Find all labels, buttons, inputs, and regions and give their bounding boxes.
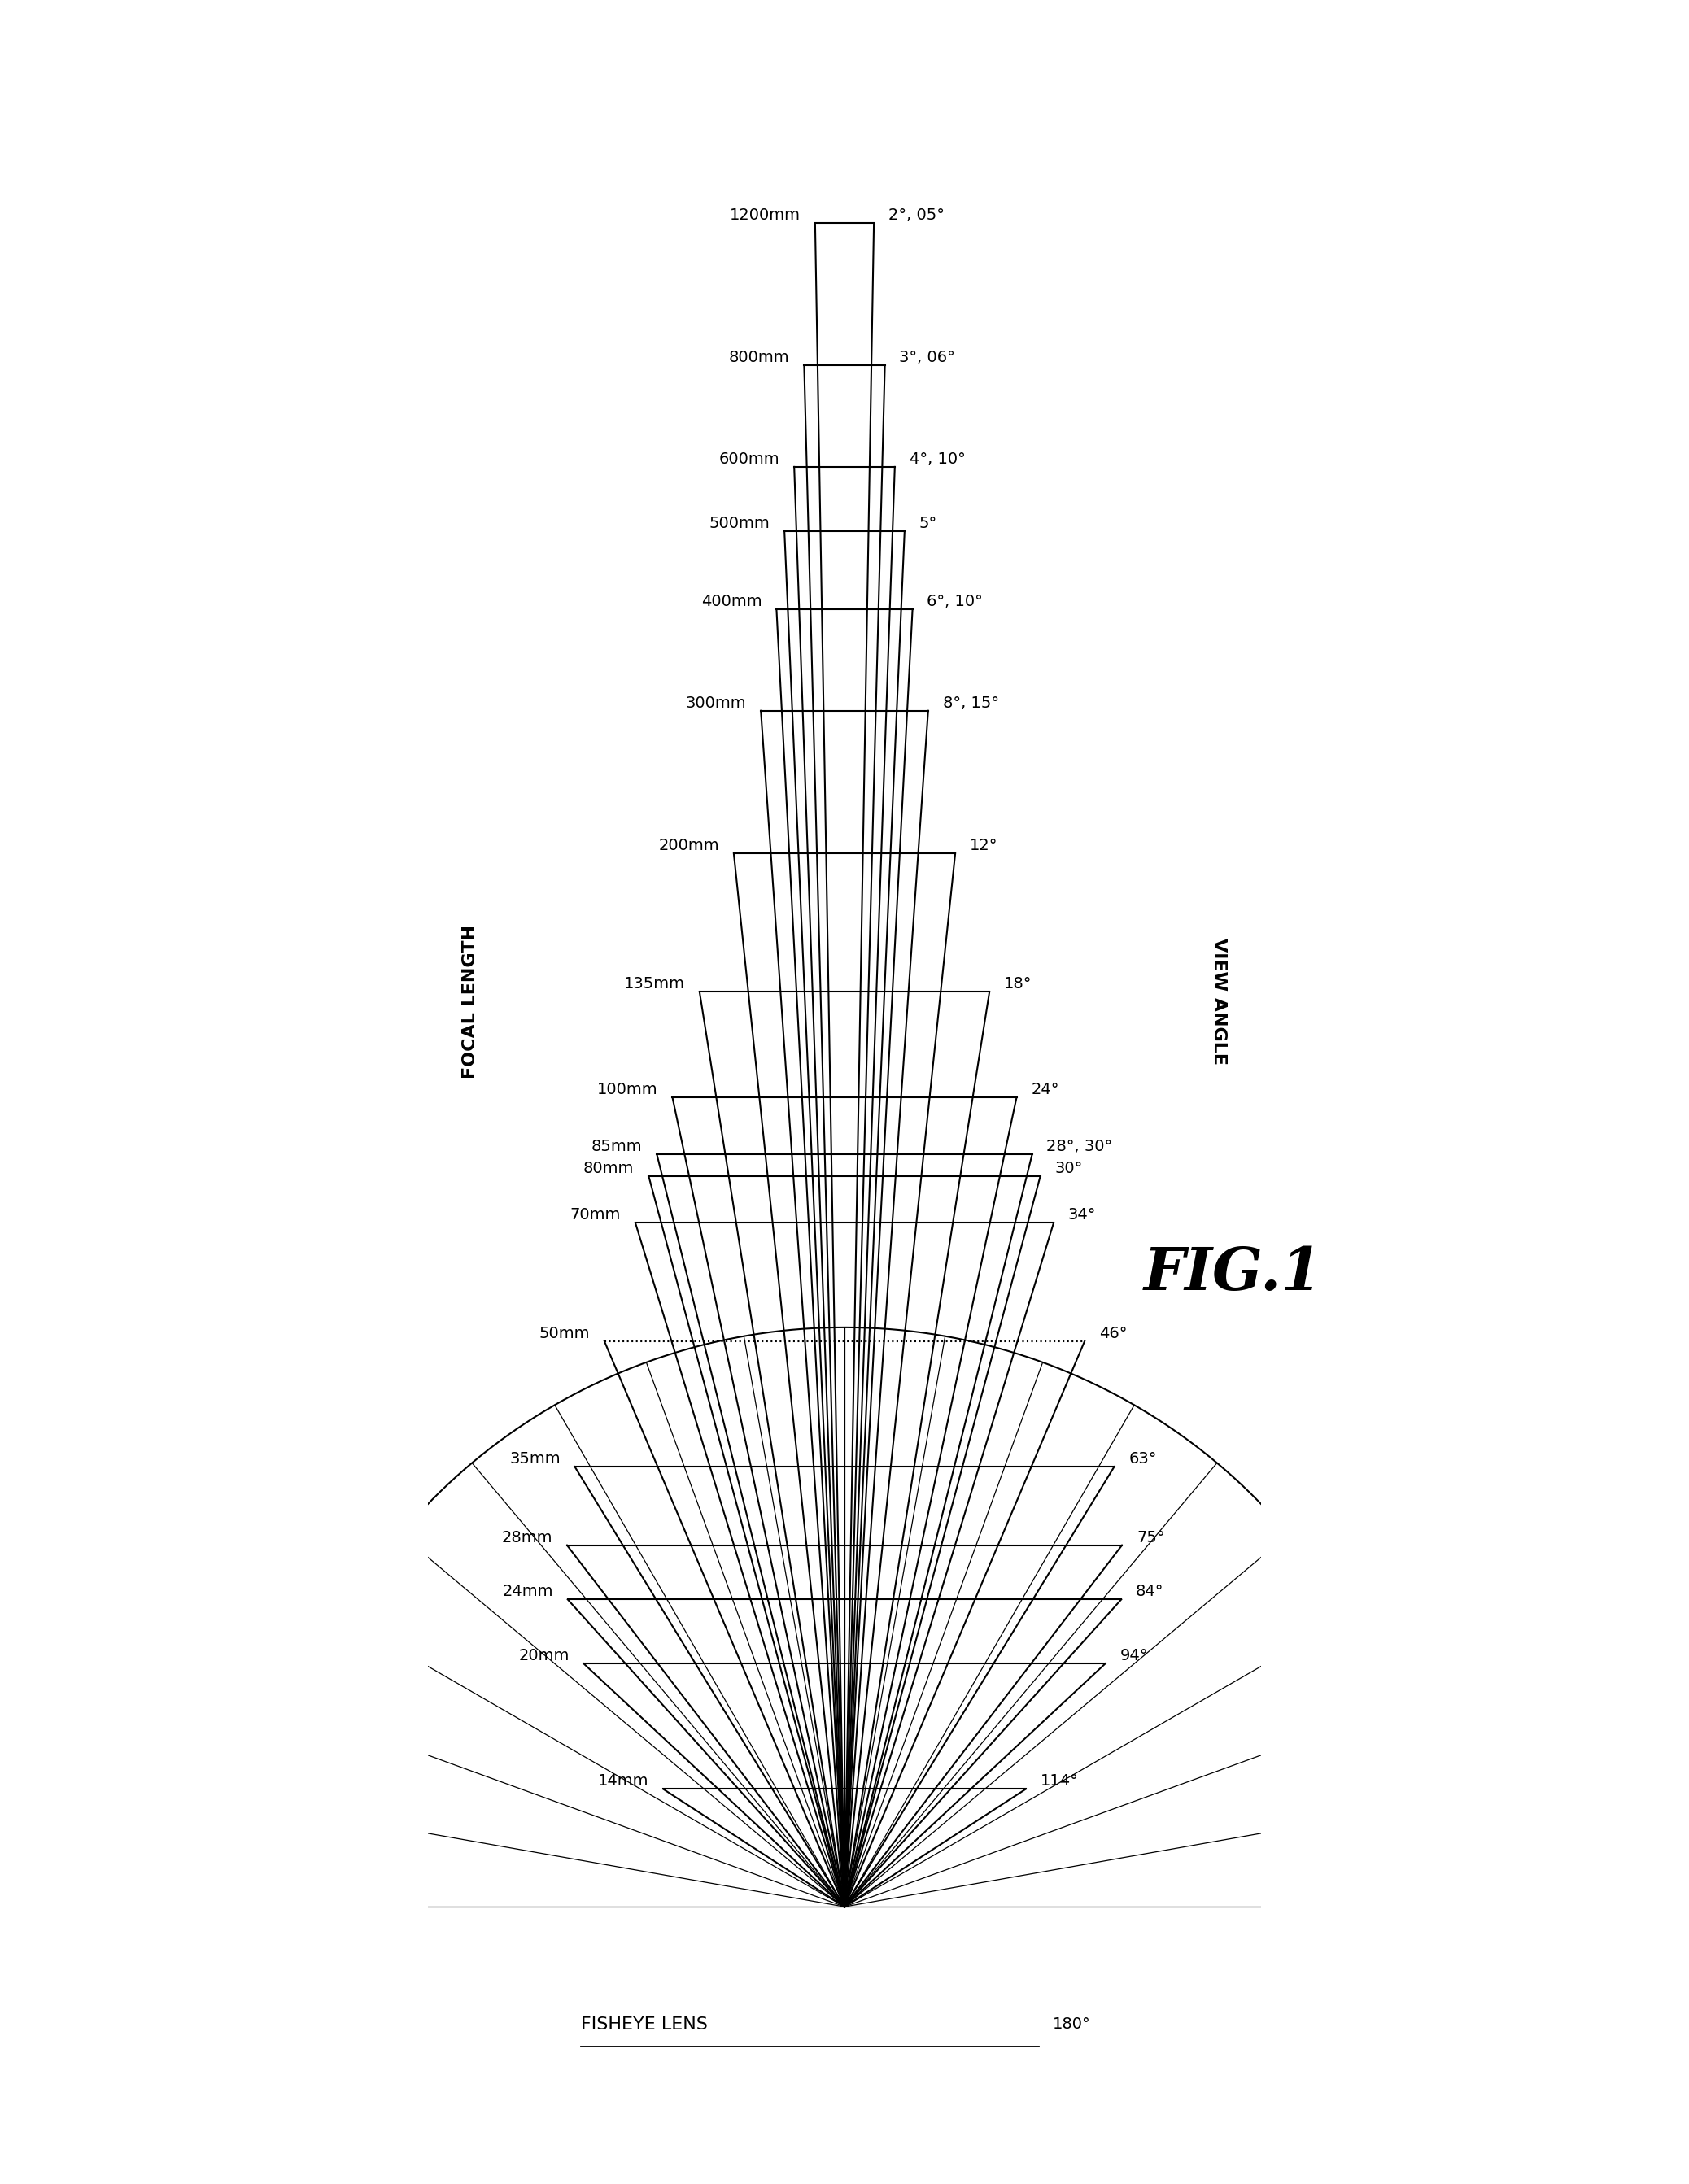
Text: 12°: 12°	[969, 839, 998, 854]
Text: 180°: 180°	[1052, 2016, 1091, 2031]
Text: 200mm: 200mm	[659, 839, 720, 854]
Text: 84°: 84°	[1135, 1583, 1164, 1599]
Text: FIG.1: FIG.1	[1143, 1245, 1322, 1302]
Text: 3°, 06°: 3°, 06°	[899, 349, 956, 365]
Text: 34°: 34°	[1067, 1208, 1096, 1223]
Text: 24mm: 24mm	[502, 1583, 554, 1599]
Text: 135mm: 135mm	[623, 976, 686, 992]
Text: 70mm: 70mm	[571, 1208, 622, 1223]
Text: 114°: 114°	[1040, 1773, 1078, 1789]
Text: 50mm: 50mm	[539, 1326, 589, 1341]
Text: 80mm: 80mm	[583, 1160, 633, 1175]
Text: 4°, 10°: 4°, 10°	[909, 452, 966, 467]
Text: 20mm: 20mm	[519, 1649, 569, 1664]
Text: 100mm: 100mm	[598, 1081, 659, 1096]
Text: 2°, 05°: 2°, 05°	[888, 207, 944, 223]
Text: 400mm: 400mm	[701, 594, 762, 609]
Text: 300mm: 300mm	[686, 695, 747, 710]
Text: 46°: 46°	[1100, 1326, 1127, 1341]
Text: 6°, 10°: 6°, 10°	[927, 594, 983, 609]
Text: 1200mm: 1200mm	[730, 207, 801, 223]
Text: FOCAL LENGTH: FOCAL LENGTH	[461, 924, 478, 1079]
Text: 28mm: 28mm	[502, 1529, 552, 1546]
Text: FISHEYE LENS: FISHEYE LENS	[581, 2016, 708, 2033]
Text: 14mm: 14mm	[598, 1773, 649, 1789]
Text: 24°: 24°	[1030, 1081, 1059, 1096]
Text: 94°: 94°	[1120, 1649, 1149, 1664]
Text: VIEW ANGLE: VIEW ANGLE	[1211, 937, 1228, 1066]
Text: 85mm: 85mm	[591, 1140, 642, 1155]
Text: 28°, 30°: 28°, 30°	[1047, 1140, 1113, 1155]
Text: 75°: 75°	[1137, 1529, 1165, 1546]
Text: 35mm: 35mm	[510, 1450, 561, 1468]
Text: 63°: 63°	[1128, 1450, 1157, 1468]
Text: 500mm: 500mm	[709, 515, 770, 531]
Text: 600mm: 600mm	[720, 452, 780, 467]
Text: 5°: 5°	[919, 515, 937, 531]
Text: 800mm: 800mm	[730, 349, 790, 365]
Text: 30°: 30°	[1056, 1160, 1083, 1175]
Text: 8°, 15°: 8°, 15°	[942, 695, 998, 710]
Text: 18°: 18°	[1003, 976, 1032, 992]
